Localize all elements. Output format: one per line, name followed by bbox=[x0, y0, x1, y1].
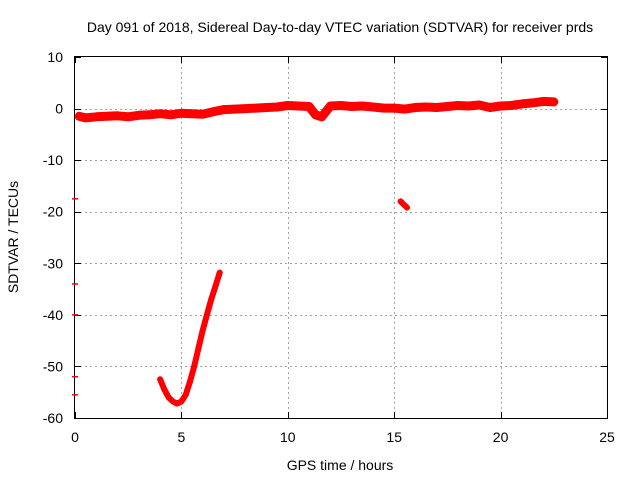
data-point bbox=[157, 110, 164, 117]
data-point bbox=[174, 400, 181, 407]
x-tick-label: 10 bbox=[280, 429, 296, 445]
data-point bbox=[476, 101, 483, 108]
data-point bbox=[497, 102, 504, 109]
data-point bbox=[540, 98, 547, 105]
data-point bbox=[191, 363, 198, 370]
data-point bbox=[178, 110, 185, 117]
data-point bbox=[203, 311, 210, 318]
data-point bbox=[369, 104, 376, 111]
y-tick-label: -10 bbox=[43, 152, 63, 168]
data-point bbox=[157, 376, 164, 383]
data-point bbox=[167, 111, 174, 118]
data-point bbox=[312, 111, 319, 118]
data-point bbox=[210, 108, 217, 115]
data-point bbox=[103, 113, 110, 120]
data-point bbox=[212, 283, 219, 290]
data-point bbox=[274, 104, 281, 111]
data-point bbox=[216, 269, 223, 276]
y-axis-label: SDTVAR / TECUs bbox=[5, 181, 21, 293]
data-point bbox=[146, 111, 153, 118]
data-point bbox=[195, 345, 202, 352]
data-point bbox=[444, 103, 451, 110]
data-point bbox=[284, 102, 291, 109]
data-point bbox=[412, 104, 419, 111]
data-point bbox=[189, 110, 196, 117]
y-tick-label: -30 bbox=[43, 255, 63, 271]
data-point bbox=[359, 102, 366, 109]
data-point bbox=[93, 113, 100, 120]
sdtvar-isolated-line bbox=[397, 198, 410, 211]
y-tick-label: 0 bbox=[55, 101, 63, 117]
data-point bbox=[327, 102, 334, 109]
plot-frame bbox=[74, 56, 608, 419]
data-point bbox=[550, 98, 557, 105]
data-point bbox=[114, 112, 121, 119]
data-point bbox=[220, 106, 227, 113]
x-tick-label: 15 bbox=[386, 429, 402, 445]
data-point bbox=[165, 394, 172, 401]
data-point bbox=[199, 111, 206, 118]
data-point bbox=[403, 204, 410, 211]
x-tick-label: 25 bbox=[599, 429, 615, 445]
data-point bbox=[508, 102, 515, 109]
x-tick-label: 20 bbox=[493, 429, 509, 445]
data-point bbox=[455, 102, 462, 109]
data-point bbox=[486, 104, 493, 111]
data-point bbox=[208, 296, 215, 303]
y-tick-label: -50 bbox=[43, 358, 63, 374]
y-tick-label: -20 bbox=[43, 204, 63, 220]
data-point bbox=[306, 103, 313, 110]
data-point bbox=[318, 113, 325, 120]
data-point bbox=[338, 102, 344, 109]
data-point bbox=[380, 105, 387, 112]
data-point bbox=[231, 106, 238, 113]
y-tick-label: -60 bbox=[43, 410, 63, 426]
x-tick-label: 0 bbox=[71, 429, 79, 445]
data-point bbox=[423, 104, 430, 111]
data-point bbox=[348, 103, 355, 110]
x-axis-label: GPS time / hours bbox=[287, 457, 394, 473]
data-point bbox=[529, 99, 536, 106]
data-point bbox=[518, 100, 525, 107]
data-layer bbox=[72, 96, 559, 407]
chart-title: Day 091 of 2018, Sidereal Day-to-day VTE… bbox=[87, 19, 593, 35]
data-point bbox=[295, 102, 302, 109]
x-tick-label: 5 bbox=[178, 429, 186, 445]
data-point bbox=[82, 114, 89, 121]
tick-layer: 0 5 10 15 20 25 10 0 -10 -20 -30 -40 -50 -60 bbox=[43, 49, 615, 445]
data-point bbox=[169, 398, 176, 405]
data-point bbox=[252, 105, 259, 112]
data-point bbox=[161, 386, 168, 393]
data-point bbox=[182, 391, 189, 398]
data-point bbox=[186, 378, 193, 385]
data-point bbox=[125, 113, 132, 120]
y-tick-label: 10 bbox=[47, 49, 63, 65]
data-point bbox=[76, 113, 83, 120]
data-point bbox=[401, 106, 408, 113]
y-tick-label: -40 bbox=[43, 307, 63, 323]
data-point bbox=[433, 104, 440, 111]
data-point bbox=[242, 105, 249, 112]
data-point bbox=[391, 105, 398, 112]
data-point bbox=[178, 398, 185, 405]
data-point bbox=[263, 104, 270, 111]
data-point bbox=[199, 327, 206, 334]
data-point bbox=[465, 102, 472, 109]
data-point bbox=[135, 112, 142, 119]
